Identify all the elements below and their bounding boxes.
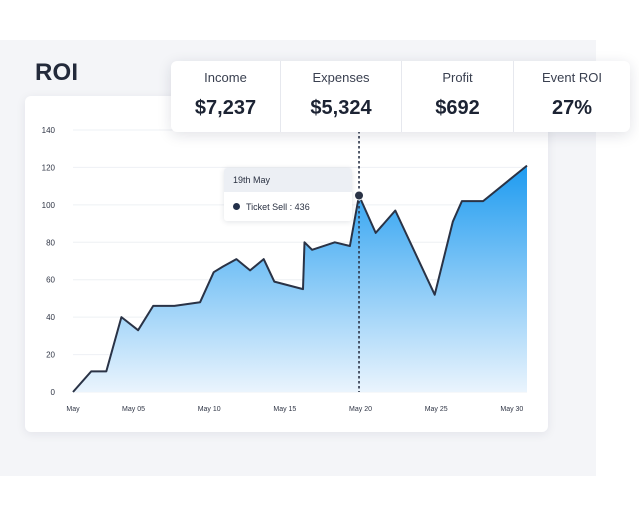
stat-value: 27% — [551, 97, 593, 119]
x-tick-label: May 20 — [349, 406, 372, 413]
stat-value: $7,237 — [194, 97, 257, 119]
tooltip-value: Ticket Sell : 436 — [246, 201, 310, 212]
series-marker-icon — [233, 203, 240, 210]
roi-area-chart: 0 20 40 60 80 100 120 140 May May 05 May 10 May 15 M… — [42, 96, 528, 413]
tooltip-row: Ticket Sell : 436 — [224, 192, 352, 221]
y-tick-label: 0 — [51, 388, 56, 397]
stat-label: Event ROI — [542, 70, 602, 85]
x-tick-label: May 30 — [500, 406, 523, 413]
stat-profit: Profit $692 — [401, 61, 513, 132]
stats-card: Income $7,237 Expenses $5,324 Profit $69… — [171, 61, 630, 132]
stat-value: $692 — [435, 97, 480, 119]
x-tick-label: May — [66, 406, 80, 413]
area-fill — [73, 165, 527, 392]
y-tick-label: 120 — [42, 163, 56, 172]
y-tick-label: 60 — [46, 276, 55, 285]
highlight-point — [354, 190, 365, 201]
y-tick-label: 20 — [46, 351, 55, 360]
stat-income: Income $7,237 — [171, 61, 280, 132]
stat-expenses: Expenses $5,324 — [280, 61, 401, 132]
stat-label: Income — [204, 70, 247, 85]
y-tick-label: 140 — [42, 126, 56, 135]
chart-card: 0 20 40 60 80 100 120 140 May May 05 May 10 May 15 M… — [25, 96, 548, 432]
stat-label: Expenses — [312, 70, 370, 85]
x-tick-label: May 05 — [122, 406, 145, 413]
chart-tooltip: 19th May Ticket Sell : 436 — [224, 168, 352, 221]
y-tick-label: 100 — [42, 201, 56, 210]
y-tick-label: 80 — [46, 238, 55, 247]
series-line — [72, 164, 528, 393]
y-tick-label: 40 — [46, 313, 55, 322]
page-title: ROI — [35, 59, 79, 86]
stat-event-roi: Event ROI 27% — [513, 61, 630, 132]
stat-value: $5,324 — [310, 97, 372, 119]
tooltip-date: 19th May — [224, 168, 352, 192]
stat-label: Profit — [442, 70, 473, 85]
x-tick-label: May 10 — [198, 406, 221, 413]
x-tick-label: May 25 — [425, 406, 448, 413]
x-tick-label: May 15 — [273, 406, 296, 413]
